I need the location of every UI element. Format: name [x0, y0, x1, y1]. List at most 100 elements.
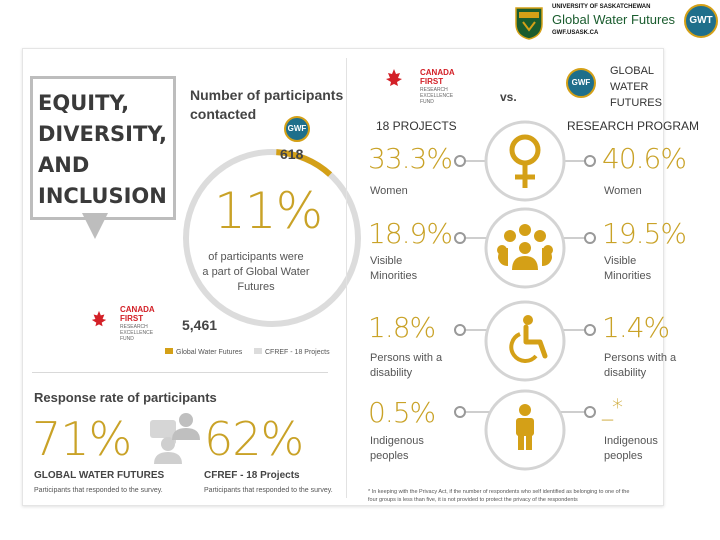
gwf-badge-text: GWF	[287, 124, 307, 133]
participants-description-line: of participants were	[208, 251, 304, 263]
left-value: 18.9%	[368, 217, 453, 250]
comparison-connectors	[454, 120, 596, 471]
header-bar: UNIVERSITY OF SASKATCHEWAN Global Water …	[500, 0, 720, 46]
edi-title: EQUITY, DIVERSITY, AND INCLUSION	[38, 88, 167, 212]
speech-pointer	[82, 213, 108, 239]
edi-title-box	[30, 76, 176, 220]
gwt-logo-text: GWT	[689, 15, 713, 26]
privacy-footnote: * In keeping with the Privacy Act, if th…	[368, 488, 629, 504]
cfref-ring-segment	[183, 149, 361, 327]
cfref-response-rate: 62%	[204, 412, 304, 466]
cfref-logo-line: FUND	[120, 336, 134, 342]
participants-heading-line: contacted	[190, 106, 257, 122]
gwf-logo-circle: GWF	[566, 68, 596, 98]
gwf-ring-segment	[276, 149, 333, 177]
participants-heading: Number of participants contacted	[190, 86, 343, 124]
left-value: 0.5%	[368, 396, 436, 429]
gwf-logo: GWF GLOBAL WATER FUTURES	[566, 62, 676, 118]
left-label-line: Minorities	[370, 270, 418, 283]
participants-ring-chart	[183, 149, 361, 327]
connector-row-minorities	[454, 232, 596, 244]
cfref-logo-line: CANADA	[420, 68, 455, 77]
legend-cfref-label: CFREF - 18 Projects	[265, 349, 330, 356]
gwf-badge-small: GWF	[284, 116, 310, 142]
vs-label: vs.	[500, 90, 517, 104]
cfref-logo-top: CANADA FIRST RESEARCH EXCELLENCE FUND	[378, 64, 468, 108]
cfref-response-label: CFREF - 18 Projects	[204, 470, 300, 481]
participants-description-line: Futures	[237, 281, 275, 293]
section-divider	[32, 372, 328, 373]
left-column-header: 18 PROJECTS	[376, 119, 457, 133]
right-label: Women	[604, 184, 642, 199]
gwf-count: 618	[280, 146, 304, 162]
left-value: 33.3%	[368, 142, 453, 175]
people-group-icon	[497, 224, 553, 270]
gwf-response-rate: 71%	[32, 412, 132, 466]
female-symbol-icon	[509, 134, 541, 188]
left-label-line: disability	[370, 367, 413, 380]
participants-description: of participants were a part of Global Wa…	[196, 250, 316, 295]
cfref-logo-line: RESEARCH	[420, 87, 448, 93]
maple-leaf-icon	[91, 310, 107, 327]
people-chat-icon	[150, 413, 200, 464]
university-name: UNIVERSITY OF SASKATCHEWAN	[552, 4, 651, 10]
legend-cfref-swatch	[254, 348, 262, 354]
right-value: _*	[602, 396, 623, 421]
left-label-line: Persons with a	[370, 352, 443, 364]
participants-description-line: a part of Global Water	[202, 266, 310, 278]
left-label-line: peoples	[370, 450, 409, 463]
edi-title-line: DIVERSITY,	[38, 122, 167, 146]
cfref-logo-lower: CANADA FIRST RESEARCH EXCELLENCE FUND	[90, 304, 170, 346]
left-value: 1.8%	[368, 311, 436, 344]
cfref-response-sub: Participants that responded to the surve…	[204, 487, 333, 494]
right-label-line: Minorities	[604, 270, 652, 283]
left-label-line: Indigenous	[370, 435, 424, 447]
left-label: Women	[370, 184, 408, 199]
left-label: Visible Minorities	[370, 254, 417, 285]
gwf-logo-line: FUTURES	[610, 97, 662, 109]
cfref-logo-line: EXCELLENCE	[420, 93, 454, 99]
right-label-line: Women	[604, 185, 642, 197]
connector-row-women	[454, 155, 596, 167]
cfref-logo-line: CANADA	[120, 305, 155, 314]
right-label-line: Visible	[604, 255, 637, 267]
right-value: 1.4%	[602, 311, 670, 344]
right-label: Persons with a disability	[604, 351, 676, 382]
cfref-logo-line: FUND	[420, 99, 434, 105]
gwf-logo-circle-text: GWF	[571, 78, 591, 87]
maple-leaf-icon	[386, 69, 402, 86]
right-column-header: RESEARCH PROGRAM	[567, 119, 700, 133]
left-label: Persons with a disability	[370, 351, 442, 382]
gwf-logo-line: WATER	[610, 81, 649, 93]
cfref-logo-line: FIRST	[420, 77, 444, 86]
gwf-response-label: GLOBAL WATER FUTURES	[34, 470, 165, 481]
cfref-logo-line: RESEARCH	[120, 324, 148, 330]
gwt-logo: GWT	[684, 4, 718, 38]
right-label-line: Indigenous	[604, 435, 658, 447]
right-label-line: disability	[604, 367, 647, 380]
column-divider	[346, 58, 347, 498]
legend-gwf: Global Water Futures	[165, 348, 242, 356]
left-label-line: Women	[370, 185, 408, 197]
gwf-logo-line: GLOBAL	[610, 65, 655, 77]
participants-percent: 11%	[214, 182, 323, 240]
right-label: Indigenous peoples	[604, 434, 658, 465]
program-name: Global Water Futures	[552, 12, 676, 27]
privacy-footnote-line: * In keeping with the Privacy Act, if th…	[368, 489, 630, 495]
right-label-line: Persons with a	[604, 352, 677, 364]
cfref-logo-line: EXCELLENCE	[120, 330, 154, 336]
left-label-line: Visible	[370, 255, 403, 267]
legend-cfref: CFREF - 18 Projects	[254, 348, 330, 356]
university-crest-icon	[515, 7, 543, 40]
edi-title-line: AND	[38, 153, 90, 177]
wheelchair-icon	[509, 315, 548, 363]
legend-gwf-label: Global Water Futures	[176, 349, 243, 356]
cfref-count: 5,461	[182, 317, 218, 333]
left-label: Indigenous peoples	[370, 434, 424, 465]
participants-heading-line: Number of participants	[190, 87, 344, 103]
response-heading: Response rate of participants	[34, 390, 217, 405]
person-icon	[516, 404, 534, 450]
right-value: 19.5%	[602, 217, 687, 250]
program-url[interactable]: GWF.USASK.CA	[552, 30, 599, 36]
privacy-footnote-line: four groups is less than five, it is not…	[368, 497, 578, 503]
